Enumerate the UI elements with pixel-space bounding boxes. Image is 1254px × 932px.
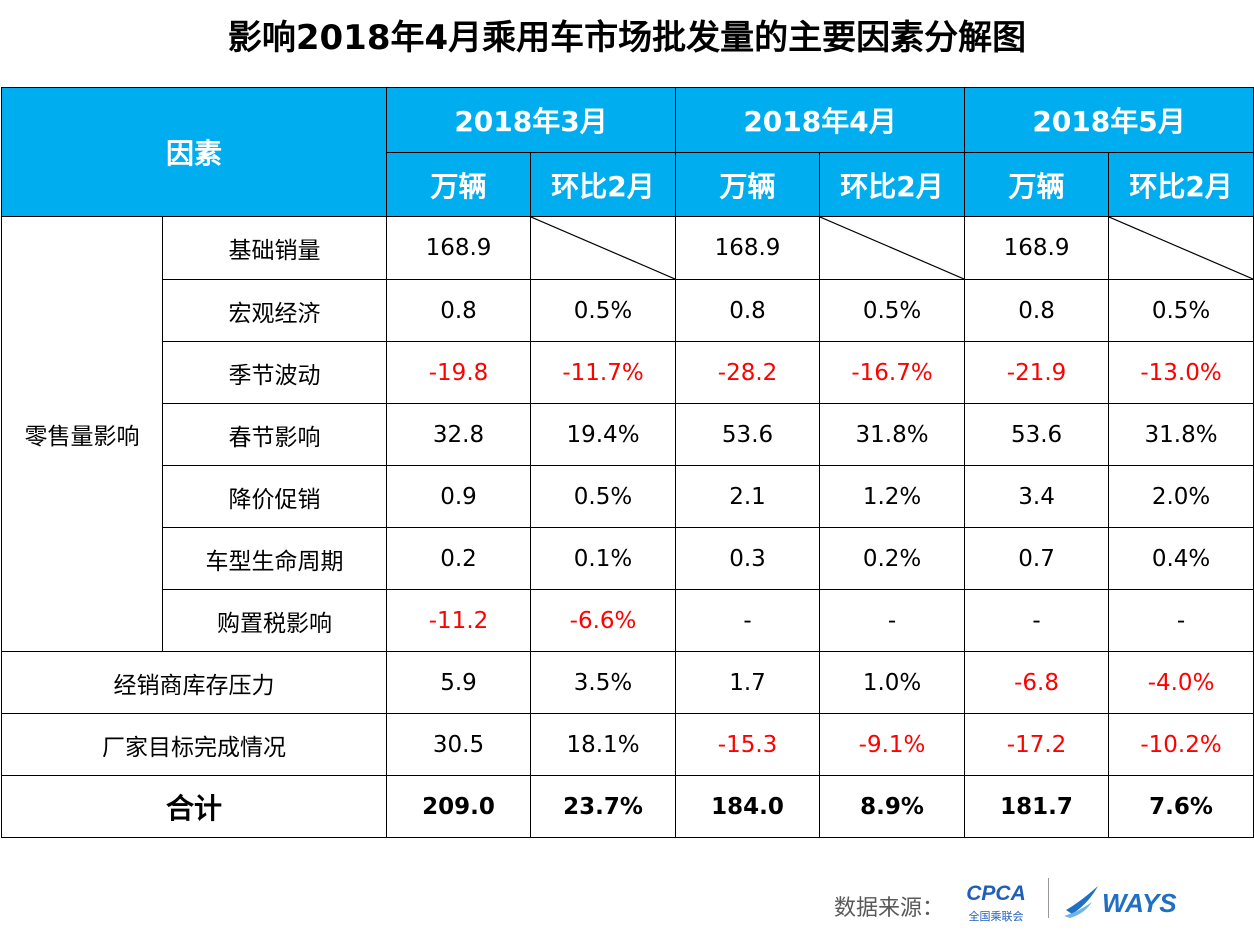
value-cell: -6.6% [530, 589, 677, 652]
value-cell: - [1108, 589, 1254, 652]
table-row: 降价促销 0.9 0.5% 2.1 1.2% 3.4 2.0% [2, 465, 1254, 528]
table-row: 季节波动 -19.8 -11.7% -28.2 -16.7% -21.9 -13.0% [2, 341, 1254, 404]
total-row: 合计 209.0 23.7% 184.0 8.9% 181.7 7.6% [0, 775, 1254, 838]
footer-source: 数据来源： CPCA 全国乘联会 WAYS [834, 872, 1254, 923]
header-unit: 万辆 [675, 152, 821, 217]
value-cell: -15.3 [675, 713, 821, 776]
value-cell: 30.5 [386, 713, 532, 776]
value-cell: 3.5% [530, 651, 677, 714]
value-cell: -4.0% [1108, 651, 1254, 714]
value-cell: 1.7 [675, 651, 821, 714]
value-cell: -6.8 [964, 651, 1110, 714]
total-value-cell: 181.7 [964, 775, 1110, 838]
total-value-cell: 184.0 [675, 775, 821, 838]
value-cell: 0.2 [386, 527, 532, 590]
value-cell: 18.1% [530, 713, 677, 776]
total-value-cell: 8.9% [819, 775, 966, 838]
ways-logo: WAYS [1062, 880, 1202, 920]
table-row: 厂家目标完成情况 30.5 18.1% -15.3 -9.1% -17.2 -10.2% [0, 713, 1254, 776]
table-row: 车型生命周期 0.2 0.1% 0.3 0.2% 0.7 0.4% [2, 527, 1254, 590]
value-cell: 0.3 [675, 527, 821, 590]
value-cell: 32.8 [386, 403, 532, 466]
row-label: 基础销量 [161, 216, 388, 280]
header-mom: 环比2月 [530, 152, 677, 217]
logo-divider [1048, 878, 1049, 918]
row-label: 春节影响 [161, 403, 388, 466]
value-cell: 0.1% [530, 527, 677, 590]
value-cell: - [964, 589, 1110, 652]
empty-diagonal-cell [530, 216, 677, 280]
header-unit: 万辆 [964, 152, 1110, 217]
value-cell: 31.8% [819, 403, 966, 466]
header-mom: 环比2月 [819, 152, 966, 217]
value-cell: 0.5% [1108, 279, 1254, 342]
value-cell: 2.0% [1108, 465, 1254, 528]
table-row: 春节影响 32.8 19.4% 53.6 31.8% 53.6 31.8% [2, 403, 1254, 466]
header-factor: 因素 [0, 87, 388, 217]
value-cell: 53.6 [675, 403, 821, 466]
header-month-3: 2018年5月 [964, 87, 1254, 153]
row-label: 购置税影响 [161, 589, 388, 652]
row-label: 宏观经济 [161, 279, 388, 342]
value-cell: 5.9 [386, 651, 532, 714]
value-cell: 168.9 [964, 216, 1110, 280]
value-cell: 0.9 [386, 465, 532, 528]
table-row: 零售量影响 基础销量 168.9 168.9 168.9 [1, 216, 1254, 652]
total-value-cell: 209.0 [386, 775, 532, 838]
value-cell: 2.1 [675, 465, 821, 528]
value-cell: 19.4% [530, 403, 677, 466]
source-label: 数据来源： [834, 896, 945, 921]
total-value-cell: 7.6% [1108, 775, 1254, 838]
row-label: 降价促销 [161, 465, 388, 528]
value-cell: -28.2 [675, 341, 821, 404]
table-row: 宏观经济 0.8 0.5% 0.8 0.5% 0.8 0.5% [2, 279, 1254, 342]
ways-swoosh-icon [1064, 886, 1098, 918]
value-cell: 0.5% [530, 279, 677, 342]
value-cell: 1.2% [819, 465, 966, 528]
row-label: 经销商库存压力 [0, 651, 388, 714]
total-label: 合计 [0, 775, 388, 838]
factor-table: 因素 2018年3月 2018年4月 2018年5月 万辆 环比2月 万辆 环比… [0, 87, 1254, 838]
value-cell: -16.7% [819, 341, 966, 404]
value-cell: 1.0% [819, 651, 966, 714]
header-mom: 环比2月 [1108, 152, 1254, 217]
header-unit: 万辆 [386, 152, 532, 217]
value-cell: -17.2 [964, 713, 1110, 776]
page-title: 影响2018年4月乘用车市场批发量的主要因素分解图 [227, 18, 1027, 58]
value-cell: 0.5% [530, 465, 677, 528]
value-cell: 0.2% [819, 527, 966, 590]
row-label: 车型生命周期 [161, 527, 388, 590]
value-cell: 31.8% [1108, 403, 1254, 466]
value-cell: 53.6 [964, 403, 1110, 466]
value-cell: -13.0% [1108, 341, 1254, 404]
row-label: 厂家目标完成情况 [0, 713, 388, 776]
value-cell: 3.4 [964, 465, 1110, 528]
value-cell: 0.8 [675, 279, 821, 342]
table-row: 经销商库存压力 5.9 3.5% 1.7 1.0% -6.8 -4.0% [0, 651, 1254, 714]
value-cell: -19.8 [386, 341, 532, 404]
total-value-cell: 23.7% [530, 775, 677, 838]
value-cell: -10.2% [1108, 713, 1254, 776]
value-cell: -21.9 [964, 341, 1110, 404]
value-cell: 0.8 [964, 279, 1110, 342]
header-month-2: 2018年4月 [675, 87, 966, 153]
value-cell: -11.7% [530, 341, 677, 404]
value-cell: 0.7 [964, 527, 1110, 590]
value-cell: -11.2 [386, 589, 532, 652]
value-cell: 0.5% [819, 279, 966, 342]
value-cell: 168.9 [386, 216, 532, 280]
value-cell: 0.8 [386, 279, 532, 342]
value-cell: 168.9 [675, 216, 821, 280]
header-month-1: 2018年3月 [386, 87, 677, 153]
empty-diagonal-cell [819, 216, 966, 280]
cpca-logo: CPCA 全国乘联会 [966, 882, 1026, 923]
row-label: 季节波动 [161, 341, 388, 404]
value-cell: 0.4% [1108, 527, 1254, 590]
value-cell: -9.1% [819, 713, 966, 776]
group-label: 零售量影响 [1, 216, 163, 652]
value-cell: - [675, 589, 821, 652]
empty-diagonal-cell [1108, 216, 1254, 280]
table-row: 购置税影响 -11.2 -6.6% - - - - [2, 589, 1254, 652]
value-cell: - [819, 589, 966, 652]
